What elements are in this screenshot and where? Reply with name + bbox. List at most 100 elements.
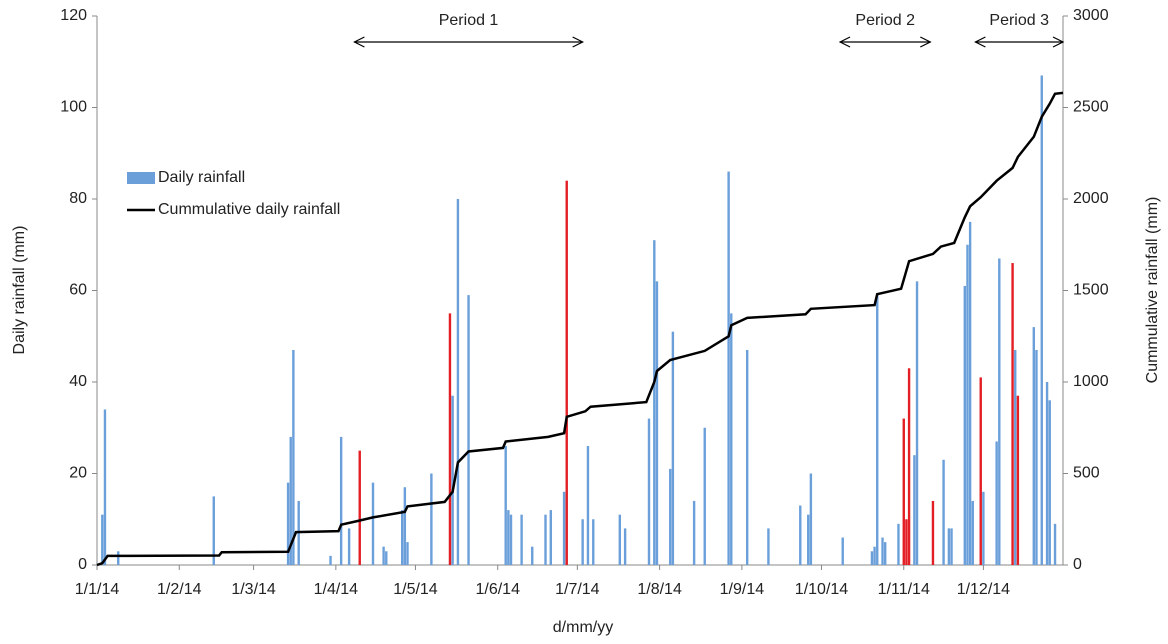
arrow-head xyxy=(974,36,986,48)
bar xyxy=(581,519,584,565)
bar xyxy=(448,313,452,565)
bar xyxy=(883,542,887,565)
arrow-head xyxy=(920,36,932,48)
period-label: Period 1 xyxy=(439,12,499,29)
bar xyxy=(292,349,295,565)
bar xyxy=(371,482,375,565)
bar xyxy=(995,441,998,565)
bar xyxy=(1032,327,1036,565)
bar xyxy=(913,455,916,565)
bar xyxy=(406,542,409,565)
bar xyxy=(1053,523,1057,565)
bar xyxy=(456,199,460,565)
bar xyxy=(881,537,884,565)
bar xyxy=(982,491,985,565)
bar xyxy=(873,546,876,565)
bar xyxy=(915,281,919,565)
y-tick-label: 40 xyxy=(69,373,87,390)
bar xyxy=(565,180,568,565)
period-label: Period 3 xyxy=(989,12,1049,29)
legend-swatch xyxy=(127,172,155,184)
y2-tick-label: 0 xyxy=(1073,556,1082,573)
bar xyxy=(703,427,706,565)
bar xyxy=(876,295,879,565)
bar xyxy=(623,528,627,565)
legend-label: Daily rainfall xyxy=(158,169,245,186)
y2-axis-label: Cummulative rainfall (mm) xyxy=(1144,197,1161,384)
bar xyxy=(905,519,908,565)
bar xyxy=(1035,349,1038,565)
bar xyxy=(998,258,1001,565)
bar xyxy=(902,418,905,565)
bar xyxy=(907,368,911,565)
y-tick-label: 0 xyxy=(78,556,87,573)
bar xyxy=(339,436,343,565)
bar xyxy=(897,523,900,565)
bar xyxy=(1048,400,1051,565)
bar xyxy=(671,331,675,565)
bar xyxy=(966,244,969,565)
x-tick-label: 1/2/14 xyxy=(157,581,202,598)
y-tick-label: 20 xyxy=(69,465,87,482)
bar xyxy=(692,500,696,565)
y2-tick-label: 1500 xyxy=(1073,282,1109,299)
y2-tick-label: 3000 xyxy=(1073,7,1109,24)
arrow-head xyxy=(353,36,365,48)
arrow-head xyxy=(1052,36,1065,48)
bar xyxy=(947,528,951,565)
bar xyxy=(531,546,534,565)
x-tick-label: 1/5/14 xyxy=(393,581,438,598)
bar xyxy=(807,514,810,565)
bar xyxy=(1016,395,1020,565)
bar xyxy=(520,514,523,565)
bar xyxy=(1011,263,1014,565)
bar xyxy=(347,528,351,565)
bar xyxy=(727,171,730,566)
bar xyxy=(1045,382,1049,565)
bar xyxy=(382,546,385,565)
y2-tick-label: 2000 xyxy=(1073,190,1109,207)
bar xyxy=(1014,349,1017,565)
bar xyxy=(549,510,553,565)
bar xyxy=(509,514,513,565)
bar xyxy=(767,528,770,565)
x-tick-label: 1/4/14 xyxy=(314,581,359,598)
bar xyxy=(430,473,433,565)
bar xyxy=(979,377,982,565)
bar xyxy=(504,446,507,565)
bar xyxy=(592,519,595,565)
y2-tick-label: 1000 xyxy=(1073,373,1109,390)
x-tick-label: 1/3/14 xyxy=(231,581,276,598)
bar xyxy=(669,468,672,565)
bar xyxy=(451,395,454,565)
x-tick-label: 1/1/14 xyxy=(75,581,120,598)
bar xyxy=(117,551,120,565)
bar xyxy=(971,500,974,565)
bar xyxy=(647,418,651,565)
bar xyxy=(809,473,813,565)
x-tick-label: 1/12/14 xyxy=(957,581,1010,598)
bar xyxy=(653,240,656,566)
period-label: Period 2 xyxy=(855,12,915,29)
bar xyxy=(400,510,404,565)
bar xyxy=(841,537,844,565)
bar xyxy=(799,505,802,565)
bar xyxy=(562,491,566,565)
y-tick-label: 100 xyxy=(60,99,87,116)
y-axis-label: Daily rainfall (mm) xyxy=(11,226,28,355)
x-tick-label: 1/10/14 xyxy=(795,581,848,598)
y-tick-label: 60 xyxy=(69,282,87,299)
arrow-head xyxy=(572,36,584,48)
bar xyxy=(289,436,292,565)
bar xyxy=(507,510,510,565)
bar xyxy=(968,221,972,565)
bar xyxy=(931,500,935,565)
bar xyxy=(103,409,107,565)
bar xyxy=(385,551,388,565)
bar xyxy=(618,514,622,565)
bar xyxy=(467,295,470,565)
bar xyxy=(745,349,749,565)
bar xyxy=(730,313,733,565)
bar xyxy=(963,285,967,565)
